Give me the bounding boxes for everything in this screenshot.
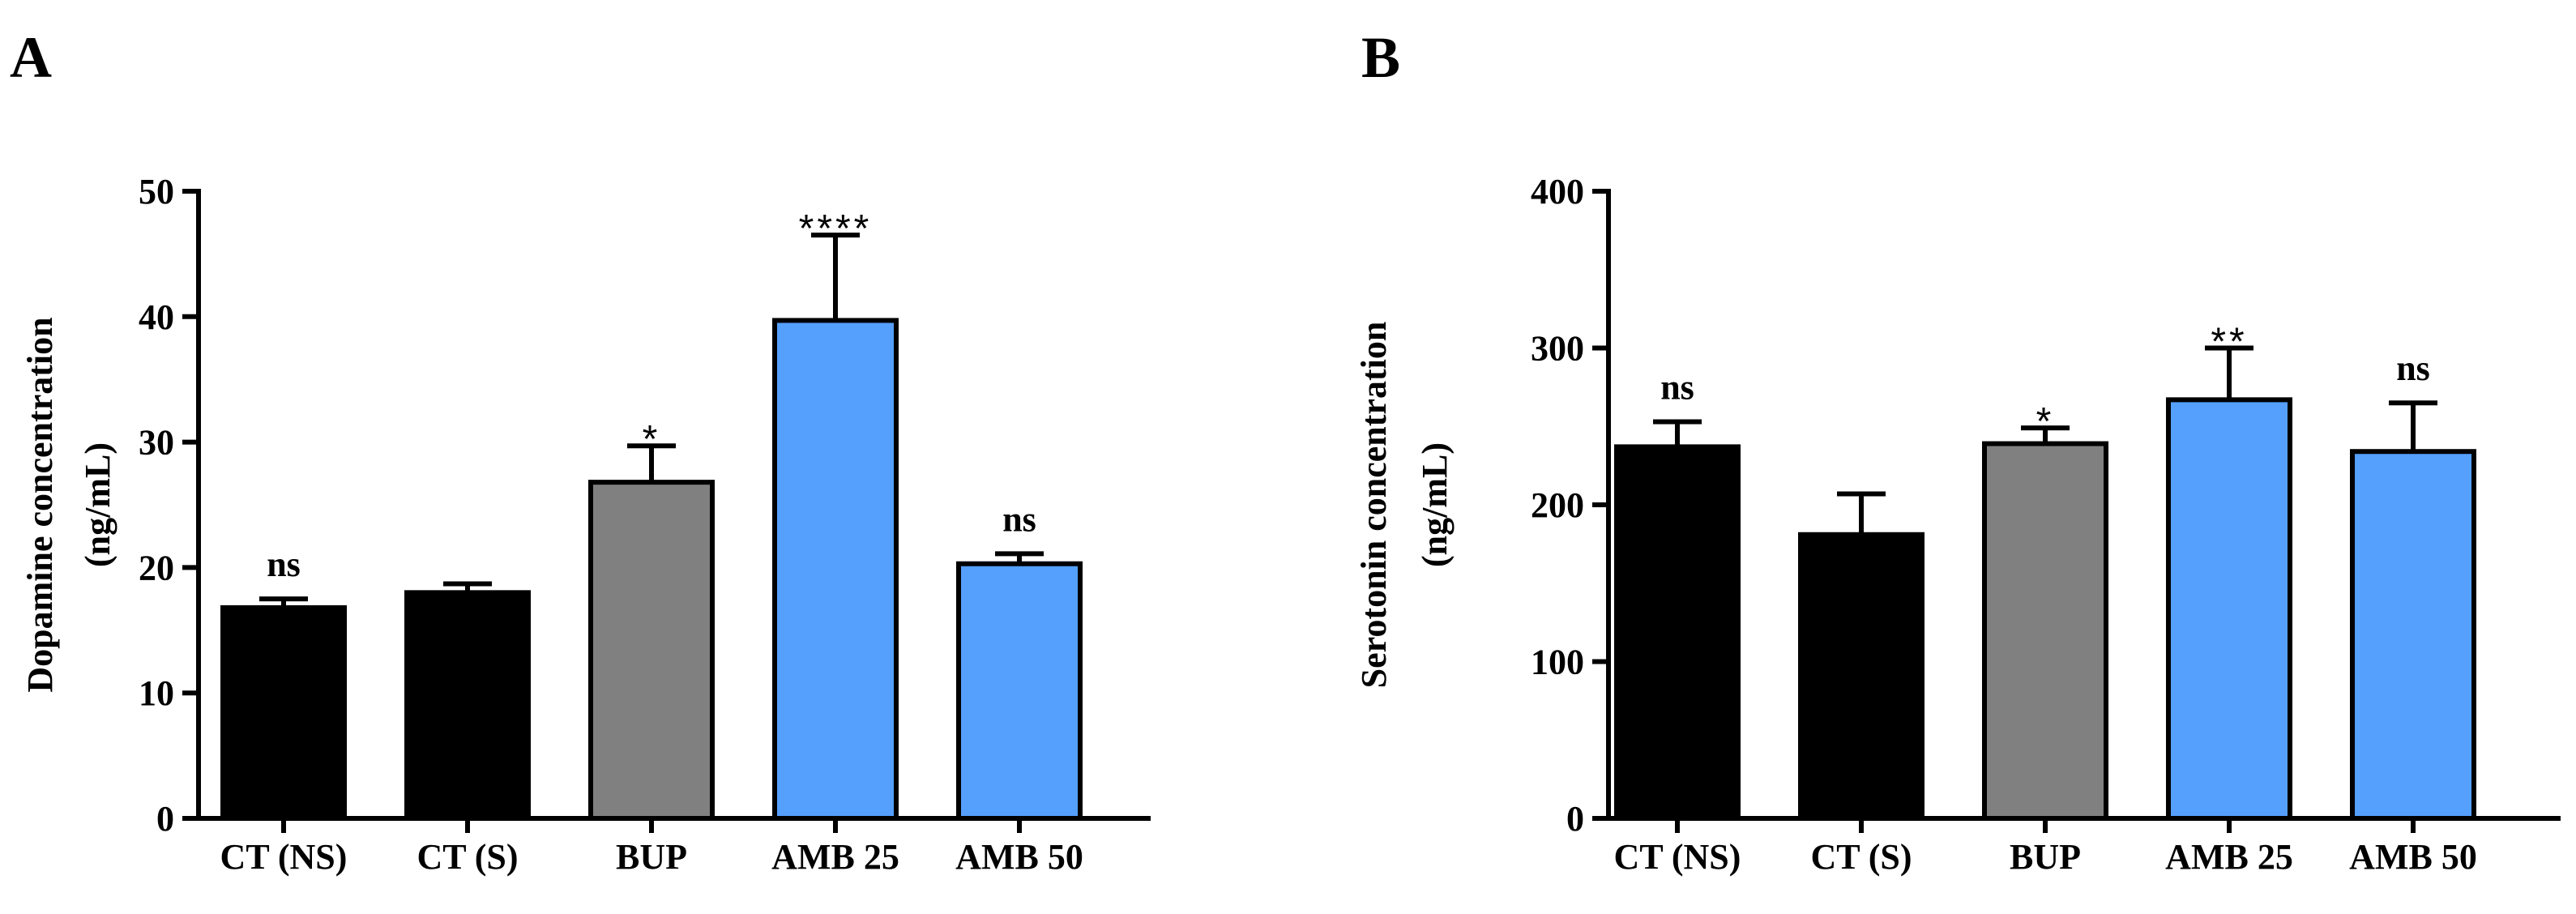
y-tick-label: 40: [139, 297, 174, 337]
category-label: CT (NS): [220, 837, 348, 877]
significance-label: ns: [1002, 499, 1036, 539]
category-label: BUP: [616, 837, 687, 877]
bar: [772, 318, 899, 822]
significance-label: ****: [799, 207, 873, 250]
y-axis-title: Serotonin concentration: [1354, 322, 1394, 689]
y-tick-label: 100: [1531, 643, 1584, 682]
y-tick-label: 50: [139, 172, 174, 211]
bar: [2350, 449, 2476, 822]
bar: [1614, 444, 1741, 822]
bar: [1798, 532, 1925, 821]
y-tick-label: 0: [1566, 799, 1584, 839]
significance-label: *: [643, 418, 661, 461]
panel-b-serotonin-chart: B Serotonin concentration (ng/mL) ns CT (NS)…: [1354, 25, 2561, 877]
significance-label: **: [2211, 321, 2247, 364]
bar: [956, 561, 1083, 821]
bar: [588, 480, 715, 821]
significance-label: ns: [267, 545, 301, 584]
y-tick-label: 30: [139, 423, 174, 463]
y-tick-label: 400: [1531, 172, 1584, 211]
y-tick-label: 200: [1531, 485, 1584, 525]
category-label: BUP: [2010, 837, 2081, 877]
bar: [404, 590, 531, 821]
category-label: AMB 25: [2165, 837, 2293, 877]
bar: [2166, 397, 2292, 822]
category-label: CT (NS): [1614, 837, 1741, 877]
category-label: CT (S): [1810, 837, 1912, 877]
category-label: AMB 25: [771, 837, 899, 877]
category-label: AMB 50: [2349, 837, 2477, 877]
category-label: CT (S): [417, 837, 518, 877]
significance-label: ns: [1660, 367, 1694, 407]
y-tick-label: 300: [1531, 329, 1584, 369]
category-label: AMB 50: [955, 837, 1083, 877]
y-tick-label: 0: [156, 799, 174, 839]
y-axis-unit: (ng/mL): [1415, 442, 1455, 567]
panel-letter: B: [1361, 25, 1400, 90]
y-axis-title: Dopamine concentration: [20, 317, 60, 692]
bar: [220, 604, 347, 821]
y-axis-unit: (ng/mL): [78, 442, 117, 567]
significance-label: ns: [2396, 348, 2430, 388]
y-tick-label: 10: [139, 673, 174, 713]
y-tick-label: 20: [139, 548, 174, 587]
significance-label: *: [2036, 400, 2055, 443]
panel-letter: A: [10, 25, 52, 90]
bar: [1982, 441, 2108, 821]
panel-a-dopamine-chart: A Dopamine concentration (ng/mL) ns CT (NS) C…: [10, 25, 1151, 877]
